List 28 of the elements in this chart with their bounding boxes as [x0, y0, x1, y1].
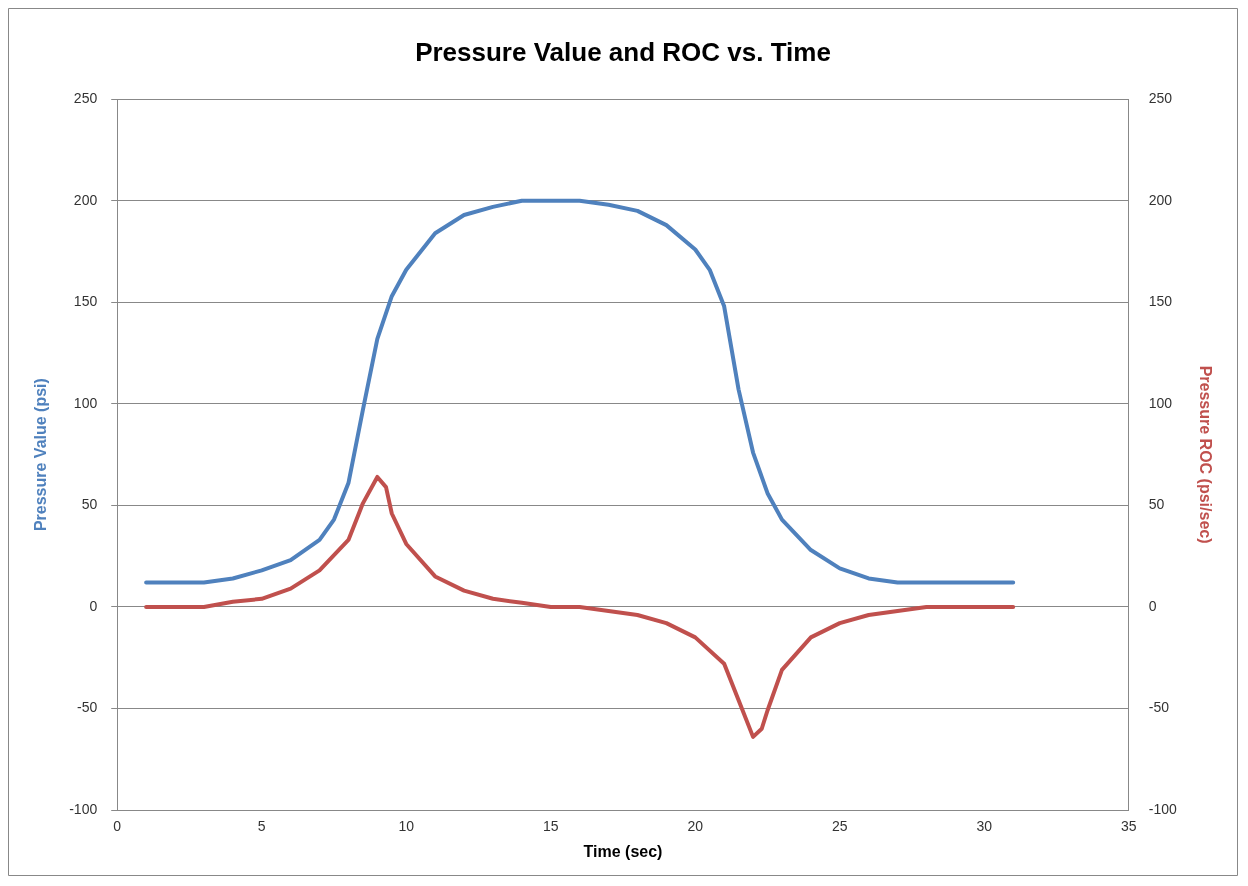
y-tick-label: 50 [81, 496, 98, 513]
y2-tick-label: 250 [1148, 90, 1173, 107]
y2-tick-label: -50 [1148, 699, 1170, 716]
y-tick-label: 250 [73, 90, 98, 107]
x-tick-label: 5 [257, 818, 266, 835]
chart-title: Pressure Value and ROC vs. Time [415, 36, 831, 67]
x-tick-label: 15 [542, 818, 559, 835]
y2-tick-label: 100 [1148, 394, 1173, 411]
x-tick-label: 25 [831, 818, 848, 835]
y2-axis-title: Pressure ROC (psi/sec) [1196, 365, 1214, 544]
y-tick-label: 150 [73, 293, 98, 310]
y-tick-label: 100 [73, 394, 98, 411]
y2-tick-label: 200 [1148, 191, 1173, 208]
y2-tick-label: 0 [1148, 597, 1157, 614]
x-tick-label: 20 [687, 818, 704, 835]
y2-tick-label: 150 [1148, 293, 1173, 310]
y-tick-label: -100 [69, 800, 98, 817]
y2-tick-label: 50 [1148, 496, 1165, 513]
y-tick-label: -50 [76, 699, 98, 716]
y-tick-label: 0 [89, 597, 98, 614]
x-tick-label: 35 [1120, 818, 1137, 835]
y-tick-label: 200 [73, 191, 98, 208]
x-axis-title: Time (sec) [583, 842, 663, 860]
x-tick-label: 10 [398, 818, 415, 835]
y-axis-title: Pressure Value (psi) [32, 378, 50, 532]
x-tick-label: 0 [113, 818, 122, 835]
y2-tick-label: -100 [1148, 800, 1178, 817]
x-tick-label: 30 [976, 818, 993, 835]
